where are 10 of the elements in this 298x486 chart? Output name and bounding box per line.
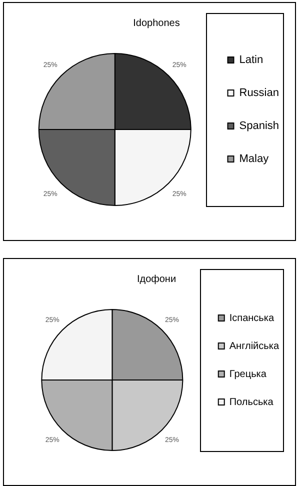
text: Ідофони — [136, 274, 176, 285]
legend-label: Грецька — [229, 368, 267, 380]
legend-label: Англійська — [229, 340, 280, 352]
legend-label: Іспанська — [229, 312, 274, 324]
legend-label: Russian — [239, 87, 279, 100]
legend-label: Польська — [229, 396, 274, 408]
legend-label: Spanish — [239, 120, 280, 132]
legend-label: Malay — [239, 153, 270, 166]
text: Idophones — [133, 18, 180, 29]
legend-label: Latin — [239, 54, 264, 66]
